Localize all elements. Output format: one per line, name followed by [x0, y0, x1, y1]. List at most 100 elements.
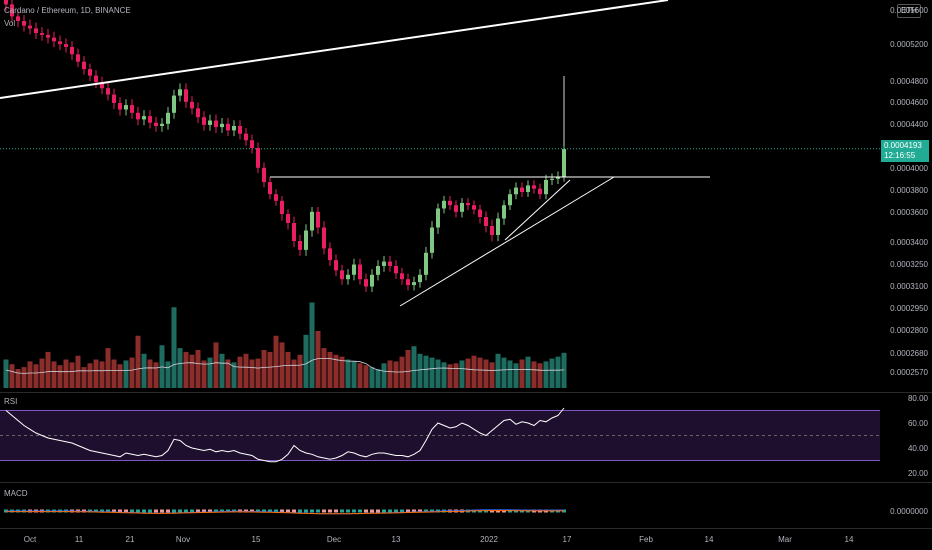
volume-bar — [441, 362, 447, 388]
macd-histogram-bar — [358, 509, 362, 513]
volume-bar — [33, 364, 39, 388]
candle-body — [112, 94, 116, 103]
time-tick: 15 — [251, 535, 261, 544]
volume-bar — [525, 356, 531, 388]
volume-bar — [549, 358, 555, 388]
pane-separator[interactable] — [0, 392, 932, 393]
volume-bar — [123, 360, 129, 388]
rsi-pane[interactable] — [0, 393, 880, 482]
rsi-chart[interactable] — [0, 393, 880, 482]
volume-bar — [333, 354, 339, 388]
candle-body — [358, 264, 362, 280]
candle-body — [550, 178, 554, 180]
volume-bar — [351, 361, 357, 388]
time-tick: 14 — [704, 535, 714, 544]
volume-bar — [327, 351, 333, 388]
candle-body — [286, 214, 290, 223]
price-tick: 0.0004800 — [890, 77, 928, 86]
macd-histogram-bar — [382, 509, 386, 513]
candle-body — [394, 266, 398, 274]
price-tick: 0.0002950 — [890, 304, 928, 313]
candle-body — [532, 185, 536, 189]
quote-currency-button[interactable]: ETH — [897, 4, 921, 18]
macd-axis[interactable]: 0.0000000 — [880, 483, 932, 528]
volume-bar — [303, 334, 309, 388]
volume-bar — [75, 355, 81, 388]
volume-bar — [15, 369, 21, 388]
candle-body — [22, 21, 26, 26]
price-pane[interactable] — [0, 0, 880, 392]
candle-body — [382, 261, 386, 266]
candle-body — [178, 89, 182, 96]
macd-histogram-bar — [394, 509, 398, 513]
volume-bar — [99, 361, 105, 388]
rsi-axis[interactable]: 80.00 60.00 40.00 20.00 — [880, 393, 932, 482]
macd-histogram-bar — [208, 509, 212, 513]
volume-bar — [219, 353, 225, 388]
volume-bar — [369, 367, 375, 388]
volume-bar — [291, 359, 297, 388]
time-tick: Oct — [23, 535, 37, 544]
macd-histogram-bar — [340, 509, 344, 513]
volume-bar — [111, 359, 117, 388]
candle-body — [106, 88, 110, 95]
price-chart[interactable] — [0, 0, 880, 392]
macd-pane[interactable] — [0, 483, 880, 528]
pane-separator[interactable] — [0, 482, 932, 483]
macd-histogram-bar — [202, 509, 206, 513]
volume-bar — [243, 353, 249, 388]
candle-body — [226, 123, 230, 131]
candle-body — [136, 112, 140, 120]
volume-bar — [39, 358, 45, 388]
volume-bar — [375, 369, 381, 388]
candle-body — [460, 203, 464, 212]
candle-body — [58, 41, 62, 45]
last-price-label: 0.0004193 12:16:55 — [881, 140, 929, 162]
price-axis[interactable]: 0.0005600 0.0005200 0.0004800 0.0004600 … — [880, 0, 932, 392]
volume-bar — [459, 360, 465, 388]
candle-body — [232, 126, 236, 131]
volume-bar — [183, 351, 189, 388]
candle-body — [502, 205, 506, 219]
macd-chart[interactable] — [0, 483, 880, 528]
candle-body — [298, 241, 302, 250]
macd-tick: 0.0000000 — [890, 507, 928, 516]
volume-bar — [201, 360, 207, 388]
candle-body — [274, 194, 278, 201]
volume-bar — [321, 348, 327, 388]
candle-body — [262, 167, 266, 183]
macd-histogram-bar — [136, 509, 140, 513]
macd-histogram-bar — [184, 509, 188, 513]
candle-body — [94, 75, 98, 83]
candle-body — [244, 133, 248, 141]
volume-bar — [117, 364, 123, 388]
time-tick: 11 — [74, 535, 84, 544]
price-tick: 0.0003600 — [890, 208, 928, 217]
volume-bar — [555, 356, 561, 388]
macd-histogram-bar — [316, 509, 320, 513]
candle-body — [10, 4, 14, 17]
candle-body — [418, 274, 422, 283]
volume-bar — [255, 358, 261, 388]
price-tick: 0.0004000 — [890, 164, 928, 173]
macd-histogram-bar — [268, 509, 272, 513]
volume-bar — [57, 365, 63, 388]
volume-bar — [339, 356, 345, 388]
price-tick: 0.0002570 — [890, 368, 928, 377]
candle-body — [154, 122, 158, 126]
candle-body — [556, 176, 560, 179]
volume-bar — [189, 354, 195, 388]
macd-histogram-bar — [418, 509, 422, 513]
volume-bar — [417, 353, 423, 388]
price-tick: 0.0002680 — [890, 349, 928, 358]
macd-histogram-bar — [130, 509, 134, 513]
candle-body — [472, 205, 476, 210]
volume-bar — [309, 302, 315, 388]
candle-body — [400, 273, 404, 280]
candle-body — [70, 46, 74, 55]
time-tick: 14 — [844, 535, 854, 544]
candle-body — [322, 227, 326, 249]
time-tick: 17 — [562, 535, 572, 544]
macd-histogram-bar — [310, 509, 314, 513]
macd-histogram-bar — [352, 509, 356, 513]
